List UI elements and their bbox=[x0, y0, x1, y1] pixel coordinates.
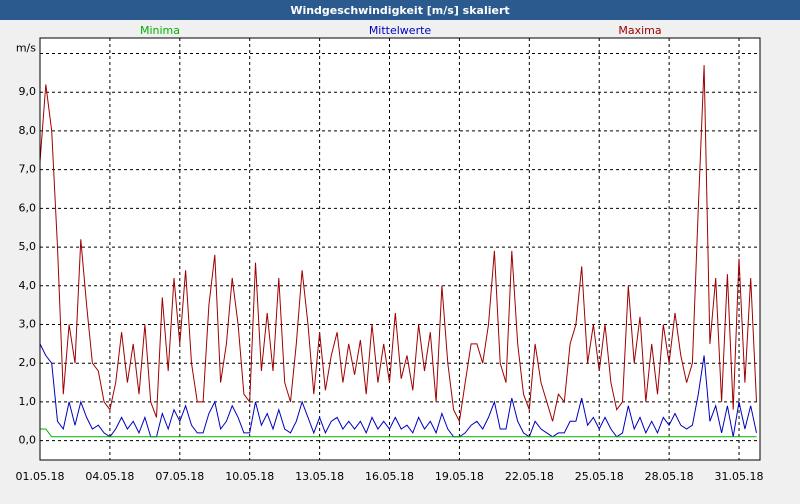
legend-entry: Maxima bbox=[618, 24, 661, 37]
y-tick-label: 0,0 bbox=[19, 434, 37, 447]
x-tick-label: 22.05.18 bbox=[505, 470, 554, 483]
title-bar bbox=[0, 0, 800, 20]
x-tick-label: 04.05.18 bbox=[85, 470, 134, 483]
x-tick-label: 07.05.18 bbox=[155, 470, 204, 483]
x-tick-label: 16.05.18 bbox=[365, 470, 414, 483]
y-tick-label: 2,0 bbox=[19, 356, 37, 369]
y-tick-label: 6,0 bbox=[19, 201, 37, 214]
y-tick-label: 9,0 bbox=[19, 85, 37, 98]
y-tick-label: 1,0 bbox=[19, 395, 37, 408]
y-tick-label: 5,0 bbox=[19, 240, 37, 253]
y-tick-label: 3,0 bbox=[19, 317, 37, 330]
x-tick-label: 19.05.18 bbox=[435, 470, 484, 483]
x-tick-label: 28.05.18 bbox=[645, 470, 694, 483]
x-tick-label: 01.05.18 bbox=[16, 470, 65, 483]
y-tick-label: m/s bbox=[16, 41, 36, 54]
legend-entry: Minima bbox=[140, 24, 180, 37]
y-tick-label: 4,0 bbox=[19, 279, 37, 292]
chart-title: Windgeschwindigkeit [m/s] skaliert bbox=[290, 4, 509, 17]
series-line bbox=[39, 65, 757, 423]
legend-entry: Mittelwerte bbox=[369, 24, 432, 37]
x-tick-label: 31.05.18 bbox=[715, 470, 764, 483]
y-tick-label: 8,0 bbox=[19, 124, 37, 137]
y-tick-label: 7,0 bbox=[19, 163, 37, 176]
series-line bbox=[39, 343, 757, 438]
x-tick-label: 25.05.18 bbox=[575, 470, 624, 483]
x-tick-label: 10.05.18 bbox=[225, 470, 274, 483]
plot-frame bbox=[39, 37, 761, 461]
x-tick-label: 13.05.18 bbox=[295, 470, 344, 483]
plot-area bbox=[39, 37, 761, 461]
series-line bbox=[40, 428, 757, 438]
